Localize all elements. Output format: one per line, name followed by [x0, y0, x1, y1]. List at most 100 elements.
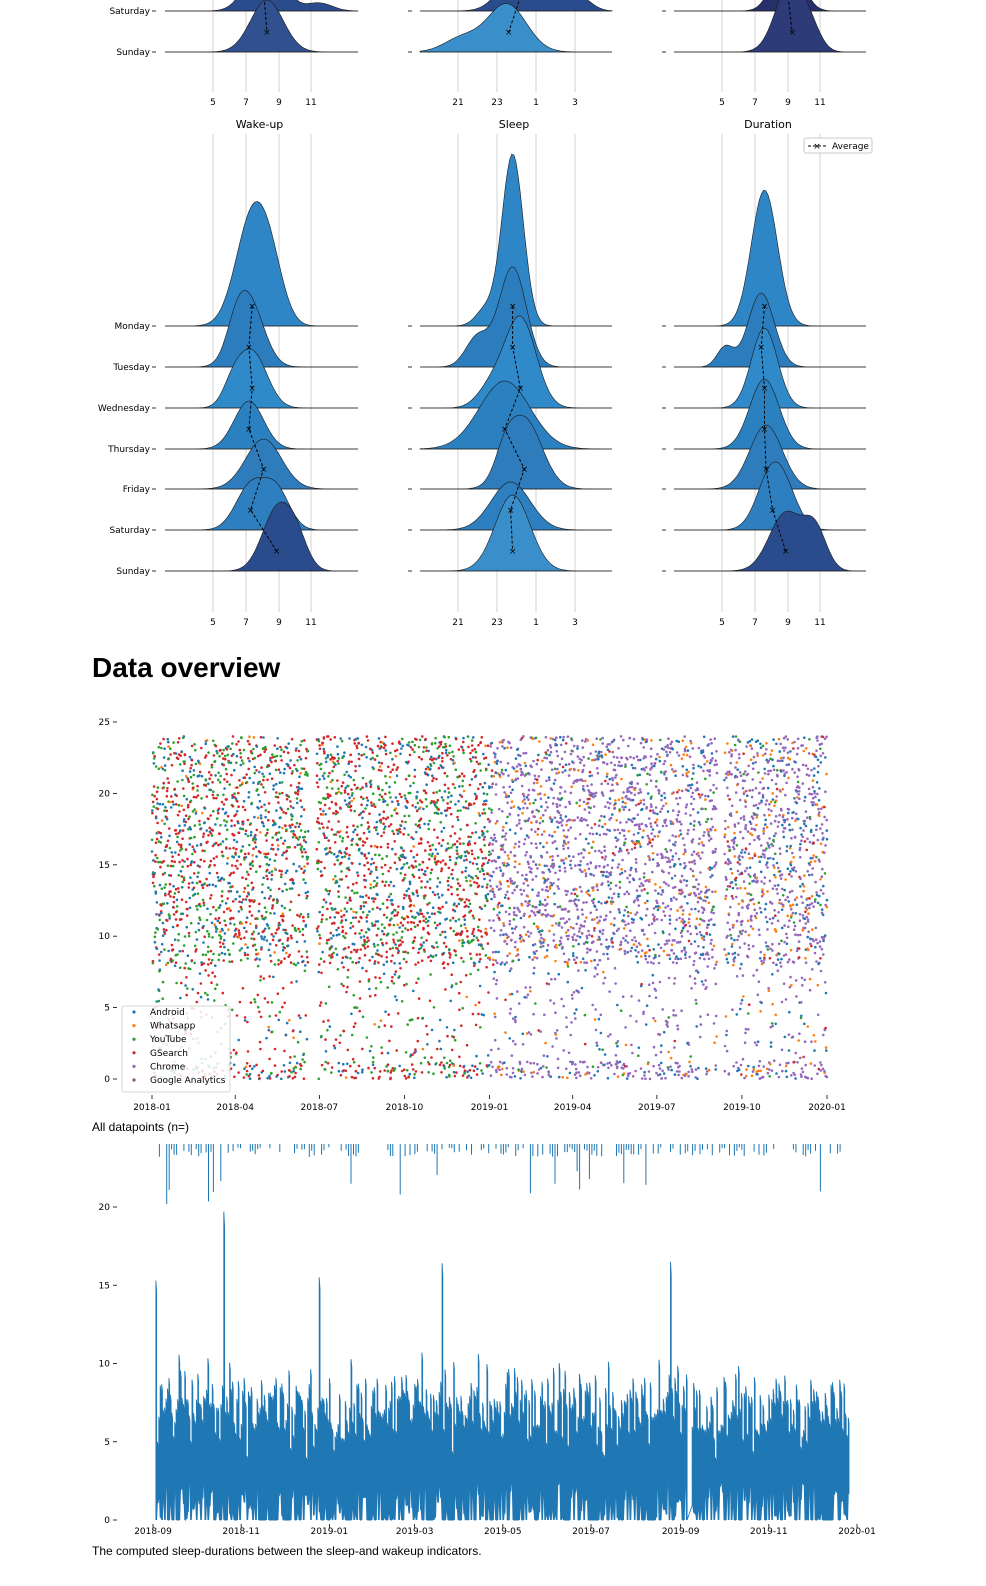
scatter-point [188, 755, 192, 759]
scatter-point [617, 895, 620, 898]
scatter-point [635, 839, 639, 843]
scatter-point [622, 829, 626, 832]
scatter-point [491, 782, 494, 786]
scatter-point [524, 986, 527, 989]
scatter-point [598, 919, 601, 922]
scatter-point [650, 922, 654, 925]
scatter-point [187, 827, 190, 831]
scatter-point [448, 855, 452, 859]
scatter-point [605, 900, 609, 903]
scatter-point [369, 783, 373, 786]
scatter-point [283, 839, 287, 843]
scatter-point [410, 836, 413, 839]
scatter-point [646, 944, 650, 948]
scatter-point [193, 961, 196, 965]
scatter-point [223, 778, 226, 781]
scatter-point [224, 923, 227, 927]
scatter-point [646, 1062, 650, 1066]
scatter-point [376, 845, 379, 849]
scatter-point [424, 873, 427, 877]
scatter-point [603, 858, 607, 861]
scatter-point [232, 1048, 236, 1052]
scatter-point [188, 843, 191, 846]
scatter-point [154, 853, 157, 857]
scatter-point [169, 864, 173, 868]
scatter-point [232, 1063, 236, 1067]
scatter-point [428, 858, 431, 861]
scatter-point [597, 757, 600, 761]
scatter-point [229, 889, 233, 893]
scatter-point [349, 809, 353, 812]
scatter-point [196, 784, 199, 788]
scatter-point [340, 861, 343, 865]
scatter-point [558, 804, 562, 807]
scatter-point [441, 859, 445, 862]
scatter-point [443, 783, 447, 787]
scatter-point [469, 835, 473, 839]
scatter-point [427, 827, 431, 831]
scatter-point [617, 927, 620, 931]
scatter-point [623, 909, 627, 912]
scatter-point [420, 912, 424, 916]
scatter-point [368, 812, 371, 815]
scatter-point [218, 921, 222, 924]
scatter-point [550, 768, 554, 771]
scatter-point [155, 837, 159, 841]
scatter-point [249, 822, 253, 825]
scatter-point [484, 856, 487, 860]
scatter-point [444, 751, 448, 755]
scatter-point [461, 784, 464, 788]
scatter-point [641, 836, 644, 839]
scatter-point [548, 778, 551, 782]
scatter-point [270, 1071, 273, 1075]
scatter-point [537, 775, 541, 778]
scatter-point [333, 1046, 337, 1050]
scatter-point [218, 832, 221, 836]
scatter-point [280, 1070, 284, 1073]
scatter-point [383, 825, 387, 828]
scatter-point [552, 864, 556, 868]
scatter-point [481, 1072, 484, 1075]
scatter-point [482, 873, 486, 876]
scatter-point [458, 1008, 461, 1012]
scatter-point [479, 782, 482, 786]
scatter-point [545, 841, 549, 845]
scatter-point [238, 895, 241, 898]
scatter-point [166, 902, 169, 905]
scatter-point [298, 775, 301, 778]
scatter-point [645, 806, 648, 809]
scatter-point [491, 890, 495, 894]
scatter-point [588, 797, 591, 801]
scatter-point [539, 945, 542, 949]
scatter-point [295, 747, 298, 750]
scatter-point [612, 892, 616, 895]
scatter-point [253, 998, 256, 1001]
scatter-point [174, 832, 178, 836]
scatter-point [430, 912, 434, 915]
scatter-point [273, 1064, 277, 1067]
scatter-point [417, 997, 421, 1000]
scatter-point [522, 889, 526, 892]
scatter-point [285, 1021, 289, 1025]
scatter-point [263, 935, 267, 939]
scatter-point [479, 930, 483, 933]
scatter-point [381, 941, 384, 945]
scatter-point [391, 954, 394, 957]
scatter-point [301, 855, 304, 858]
scatter-point [549, 914, 553, 918]
scatter-point [512, 918, 516, 921]
scatter-point [548, 744, 552, 747]
scatter-point [377, 961, 380, 964]
scatter-point [639, 799, 643, 803]
scatter-point [190, 763, 193, 767]
scatter-point [285, 849, 289, 853]
scatter-point [462, 960, 465, 963]
scatter-point [524, 900, 527, 903]
scatter-point [232, 916, 235, 920]
scatter-point [634, 870, 638, 873]
scatter-point [206, 929, 209, 933]
scatter-point [246, 957, 249, 960]
scatter-point [270, 878, 273, 881]
scatter-point [407, 741, 411, 744]
scatter-point [224, 902, 228, 905]
